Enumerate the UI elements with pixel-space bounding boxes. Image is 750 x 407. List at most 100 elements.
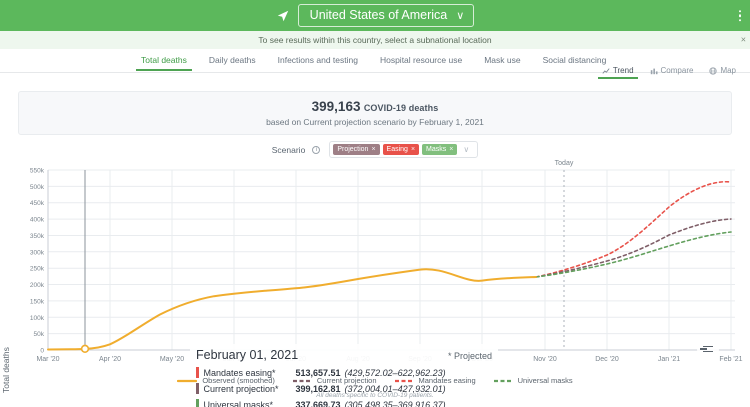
tooltip-series-name: Mandates easing*	[203, 367, 276, 378]
summary-subtitle: based on Current projection scenario by …	[266, 117, 484, 127]
legend-label: Mandates easing	[418, 376, 476, 385]
svg-text:250k: 250k	[30, 266, 45, 273]
chip-projection-label: Projection	[337, 146, 369, 153]
svg-text:500k: 500k	[30, 184, 45, 191]
tab-social-distancing[interactable]: Social distancing	[542, 55, 607, 65]
legend-item-observed[interactable]: Observed (smoothed)	[177, 376, 275, 385]
legend-swatch-icon	[493, 379, 512, 382]
svg-text:450k: 450k	[30, 200, 45, 207]
summary-card: 399,163 COVID-19 deaths based on Current…	[18, 91, 732, 135]
globe-map-icon	[709, 66, 718, 75]
hamburger-line	[703, 345, 713, 348]
tooltip-series-range: (305,498.35–369,916.37)	[344, 399, 446, 407]
kebab-menu-icon[interactable]	[736, 7, 745, 25]
chip-easing-label: Easing	[386, 146, 408, 153]
view-toggle: Trend Compare Map	[597, 66, 736, 79]
tooltip-row-universal-masks: Universal masks* 337,669.73 (305,498.35–…	[196, 399, 492, 407]
series-swatch-icon	[196, 399, 199, 407]
svg-text:Jan '21: Jan '21	[658, 356, 680, 363]
tooltip-series-value: 399,162.81	[295, 383, 341, 394]
legend-label: Current projection	[316, 376, 377, 385]
svg-text:400k: 400k	[30, 217, 45, 224]
view-map-label: Map	[720, 66, 736, 75]
tooltip-header: February 01, 2021 * Projected	[196, 348, 492, 362]
series-current-projection	[535, 218, 732, 278]
chart-container: Total deaths	[0, 158, 750, 407]
metric-tabbar: Total deaths Daily deaths Infections and…	[0, 49, 750, 73]
hamburger-line	[700, 348, 707, 350]
chart-legend: Observed (smoothed) Current projection M…	[0, 376, 750, 385]
scenario-selector: Scenario i Projection × Easing × Masks ×…	[0, 141, 750, 158]
compare-bars-icon	[650, 68, 658, 74]
tooltip-row-current-projection: Current projection* 399,162.81 (372,004.…	[196, 383, 492, 394]
close-icon[interactable]: ×	[371, 146, 376, 153]
legend-swatch-icon	[394, 379, 413, 382]
chip-projection[interactable]: Projection ×	[333, 144, 380, 155]
tooltip-projected-note: * Projected	[447, 351, 492, 361]
svg-text:Dec '20: Dec '20	[595, 356, 619, 363]
notice-text: To see results within this country, sele…	[258, 35, 492, 45]
svg-text:350k: 350k	[30, 233, 45, 240]
close-icon[interactable]: ×	[410, 146, 416, 153]
view-compare-button[interactable]: Compare	[650, 66, 694, 79]
y-tick-labels: 550k 500k 450k 400k 350k 300k 250k 200k …	[30, 168, 45, 355]
trend-chart-icon	[602, 67, 610, 74]
tab-hospital-resource-use[interactable]: Hospital resource use	[379, 55, 463, 65]
tooltip-date: February 01, 2021	[196, 348, 299, 362]
series-swatch-icon	[196, 383, 199, 394]
tooltip-series-value: 337,669.73	[295, 399, 341, 407]
hamburger-menu-icon[interactable]	[697, 338, 719, 360]
today-label: Today	[555, 160, 574, 167]
hover-point-marker	[80, 344, 90, 354]
chart-tooltip: February 01, 2021 * Projected Mandates e…	[190, 344, 498, 407]
metric-tabs: Total deaths Daily deaths Infections and…	[130, 49, 617, 71]
series-mandates-easing	[535, 180, 732, 278]
svg-text:May '20: May '20	[160, 356, 184, 363]
svg-text:0: 0	[40, 348, 44, 355]
total-deaths-line-chart: 550k 500k 450k 400k 350k 300k 250k 200k …	[30, 160, 743, 378]
location-topbar: United States of America ∨	[0, 0, 750, 31]
kebab-dot	[738, 18, 741, 22]
svg-text:200k: 200k	[30, 282, 45, 289]
tab-mask-use[interactable]: Mask use	[484, 55, 521, 65]
chip-easing[interactable]: Easing ×	[382, 144, 420, 155]
kebab-dot	[738, 9, 741, 13]
tab-daily-deaths[interactable]: Daily deaths	[208, 55, 256, 65]
tooltip-series-value: 513,657.51	[295, 367, 341, 378]
legend-item-universal-masks[interactable]: Universal masks	[493, 376, 573, 385]
tab-total-deaths[interactable]: Total deaths	[130, 49, 198, 71]
view-trend-button[interactable]: Trend	[597, 66, 638, 79]
svg-text:550k: 550k	[30, 168, 45, 175]
view-compare-label: Compare	[660, 66, 694, 75]
scenario-chipbox: Projection × Easing × Masks × ∨	[329, 141, 479, 158]
legend-label: Observed (smoothed)	[202, 376, 275, 385]
country-select-label: United States of America	[309, 8, 448, 22]
grid-horizontal	[48, 169, 735, 351]
view-map-button[interactable]: Map	[709, 66, 736, 79]
summary-unit: COVID-19 deaths	[363, 103, 439, 113]
tooltip-series-name: Current projection*	[203, 383, 279, 394]
info-circle-icon[interactable]: i	[312, 145, 321, 154]
series-universal-masks	[535, 231, 732, 278]
summary-value: 399,163	[311, 99, 361, 114]
close-icon[interactable]: ×	[449, 146, 454, 153]
grid-vertical	[47, 170, 732, 350]
legend-item-current-projection[interactable]: Current projection	[292, 376, 377, 385]
series-observed-smoothed	[48, 268, 482, 350]
chevron-down-icon[interactable]: ∨	[463, 145, 470, 154]
y-axis-label: Total deaths	[1, 347, 11, 393]
svg-text:Mar '20: Mar '20	[36, 356, 59, 363]
close-icon[interactable]: ×	[740, 34, 746, 45]
svg-text:100k: 100k	[30, 315, 45, 322]
svg-text:Feb '21: Feb '21	[719, 356, 742, 363]
legend-item-mandates-easing[interactable]: Mandates easing	[394, 376, 476, 385]
country-select[interactable]: United States of America ∨	[297, 4, 475, 27]
tooltip-series-name: Universal masks*	[203, 399, 274, 407]
chart-footnote: All deaths specific to COVID-19 patients…	[316, 392, 434, 399]
svg-text:300k: 300k	[30, 249, 45, 256]
tab-infections-and-testing[interactable]: Infections and testing	[277, 55, 358, 65]
legend-swatch-icon	[292, 379, 311, 382]
chip-masks[interactable]: Masks ×	[422, 144, 458, 155]
scenario-label: Scenario	[271, 144, 306, 155]
